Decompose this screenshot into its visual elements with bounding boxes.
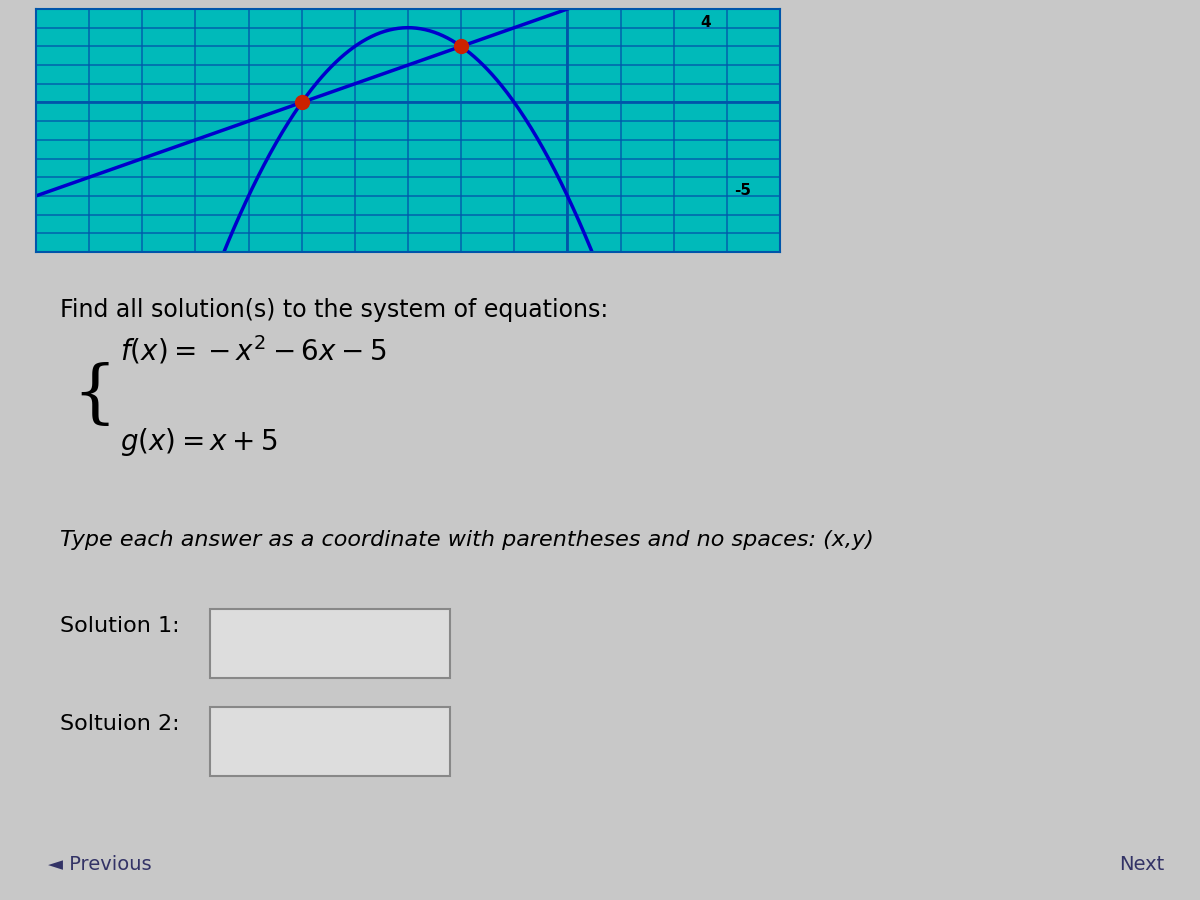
Text: Solution 1:: Solution 1: [60,616,180,636]
Text: $g(x) = x + 5$: $g(x) = x + 5$ [120,426,277,458]
FancyBboxPatch shape [210,609,450,679]
Text: Type each answer as a coordinate with parentheses and no spaces: (x,y): Type each answer as a coordinate with pa… [60,530,874,550]
Text: -5: -5 [734,183,751,198]
Text: Soltuion 2:: Soltuion 2: [60,715,180,734]
FancyBboxPatch shape [210,707,450,776]
Text: Next: Next [1118,854,1164,874]
Text: ◄ Previous: ◄ Previous [48,854,151,874]
Text: 4: 4 [701,14,710,30]
Text: {: { [72,363,116,429]
Text: $f(x) = -x^2 - 6x - 5$: $f(x) = -x^2 - 6x - 5$ [120,334,386,366]
Text: Find all solution(s) to the system of equations:: Find all solution(s) to the system of eq… [60,298,608,322]
